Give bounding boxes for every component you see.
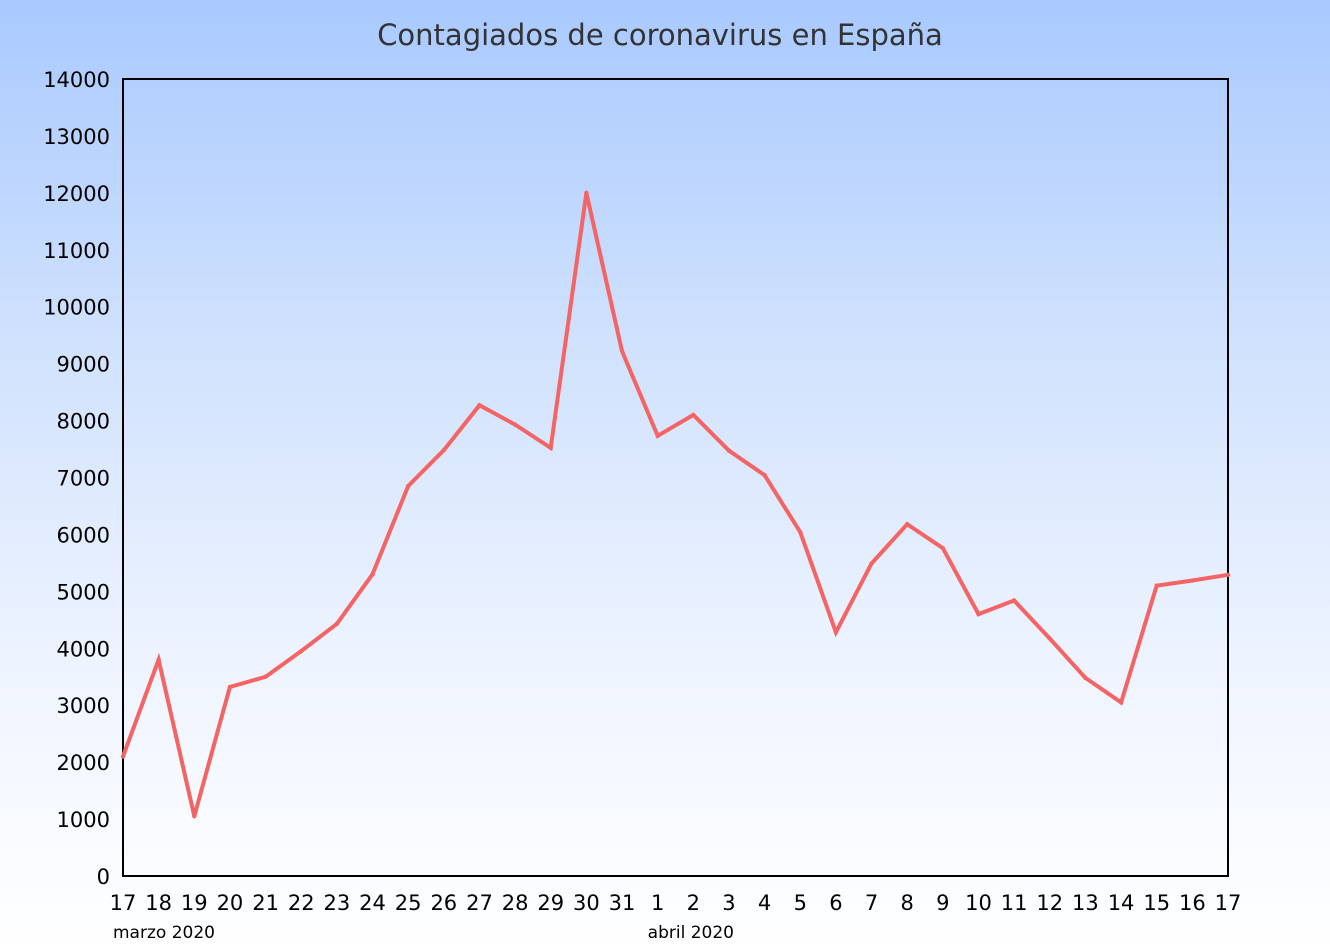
x-axis: 17 18 19 20 21 22 23 24 25 26 27 28 29 30 31 1 2 3 4 5 6 7 8 9 1… [110,891,1242,943]
x-tick-label: 8 [901,891,914,915]
data-point [619,348,625,354]
y-tick-label: 12000 [43,182,110,206]
data-point [940,545,946,551]
y-tick-label: 1000 [57,808,110,832]
x-tick-label: 17 [1215,891,1242,915]
x-tick-label: 1 [651,891,664,915]
y-tick-label: 5000 [57,580,110,604]
x-tick-label: 7 [865,891,878,915]
data-point [441,447,447,453]
data-point [1083,675,1088,681]
data-point [334,621,340,627]
data-point [691,412,696,418]
data-point [1047,636,1052,641]
data-point [798,529,803,535]
y-tick-label: 14000 [43,68,110,92]
data-point [976,611,981,617]
data-point [1154,583,1159,588]
data-point [655,433,660,439]
y-tick-label: 11000 [43,239,110,263]
y-tick-label: 2000 [57,751,110,775]
x-tick-label: 22 [288,891,315,915]
x-tick-label: 23 [324,891,351,915]
data-point [120,754,126,759]
x-tick-label: 19 [181,891,208,915]
y-tick-label: 10000 [43,296,110,320]
x-tick-label: 5 [794,891,807,915]
y-tick-label: 3000 [57,694,110,718]
x-tick-label: 11 [1001,891,1028,915]
x-tick-label: 17 [110,891,137,915]
y-tick-label: 6000 [57,523,110,547]
series-layer [120,190,1231,819]
data-point [1225,572,1231,578]
x-tick-label: 28 [502,891,529,915]
x-tick-label: 15 [1143,891,1170,915]
x-tick-label: 3 [722,891,735,915]
data-point [584,190,589,196]
data-point [1118,700,1124,705]
data-point [370,572,375,577]
x-tick-label: 29 [537,891,564,915]
y-axis: 0 1000 2000 3000 4000 5000 6000 7000 8000 9000 100… [43,68,110,889]
x-tick-label: 30 [573,891,600,915]
x-tick-label: 20 [217,891,244,915]
month-label: marzo 2020 [113,923,215,943]
data-point [726,448,732,453]
x-tick-label: 14 [1108,891,1135,915]
data-point [762,473,767,478]
y-tick-label: 7000 [57,467,110,491]
data-point [1011,598,1017,603]
data-point [512,422,518,427]
data-point [548,445,553,451]
data-point [192,814,197,819]
x-tick-label: 31 [609,891,636,915]
data-point [299,648,304,654]
data-point [904,521,910,527]
data-point [156,657,161,662]
x-tick-label: 10 [965,891,992,915]
y-tick-label: 4000 [57,637,110,661]
data-point [833,630,839,635]
chart-title: Contagiados de coronavirus en España [377,18,943,52]
data-point [405,483,411,489]
x-tick-label: 12 [1036,891,1063,915]
x-tick-label: 18 [145,891,172,915]
x-tick-label: 6 [829,891,842,915]
y-tick-label: 8000 [57,410,110,434]
data-point [227,684,233,690]
y-tick-label: 0 [97,865,110,889]
x-tick-label: 27 [466,891,493,915]
x-tick-label: 24 [359,891,386,915]
x-tick-label: 21 [252,891,279,915]
x-tick-label: 16 [1179,891,1206,915]
data-point [263,674,268,679]
data-point [477,403,482,408]
x-tick-label: 2 [687,891,700,915]
series-line [121,192,1229,817]
x-tick-label: 13 [1072,891,1099,915]
y-tick-label: 13000 [43,125,110,149]
data-point [1190,578,1195,583]
x-tick-label: 25 [395,891,422,915]
x-tick-label: 26 [430,891,457,915]
plot-area [122,78,1229,877]
data-point [869,561,874,566]
x-tick-label: 4 [758,891,771,915]
y-tick-label: 9000 [57,353,110,377]
x-tick-label: 9 [936,891,949,915]
month-label: abril 2020 [648,923,734,943]
